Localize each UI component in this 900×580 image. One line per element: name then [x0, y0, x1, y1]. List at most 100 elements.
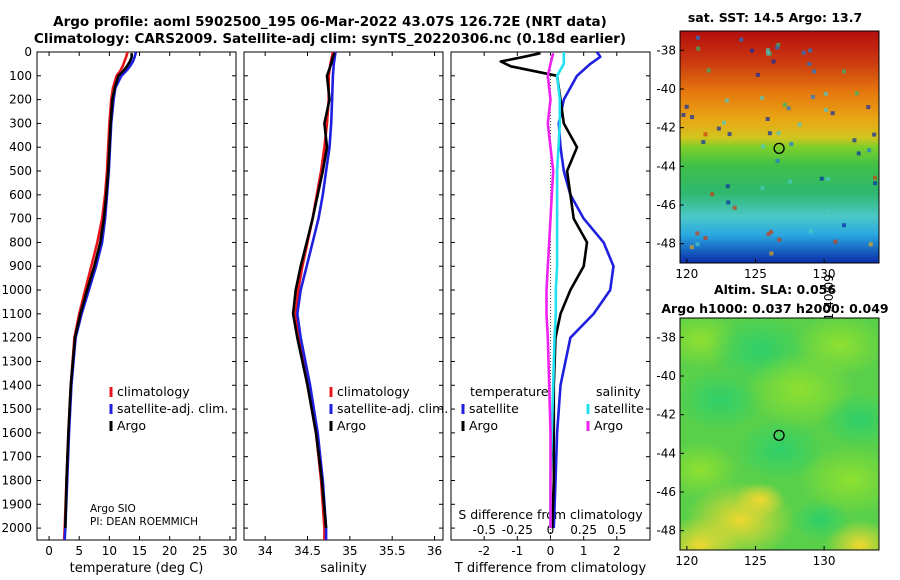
x-axis-label: temperature (deg C): [70, 561, 204, 576]
legend-label: Argo: [594, 418, 623, 433]
sst-pixel: [776, 131, 781, 136]
temperature-panel: 0100200300400500600700800900100011001200…: [1, 45, 237, 576]
x-tick-label: 2: [613, 544, 621, 558]
series-line-argo: [64, 52, 133, 529]
sla-anomaly-blob: [735, 418, 825, 482]
x-tick-label: 5: [75, 544, 83, 558]
sst-pixel: [811, 95, 815, 99]
sst-pixel: [716, 126, 721, 131]
credit-line2: PI: DEAN ROEMMICH: [90, 516, 198, 528]
sst-pixel: [755, 72, 760, 77]
sst-pixel: [807, 62, 812, 66]
y-tick-label: 0: [24, 45, 32, 59]
map-y-tick-label: -44: [656, 446, 676, 460]
sst-pixel: [767, 131, 772, 136]
top-tick-label: -0.25: [502, 523, 533, 537]
sst-pixel: [797, 122, 802, 127]
y-tick-label: 700: [9, 212, 32, 226]
x-tick-label: 34.5: [294, 544, 321, 558]
sla-anomaly-blob: [820, 392, 879, 448]
sla-anomaly-blob: [735, 482, 785, 518]
x-tick-label: 0: [547, 544, 555, 558]
y-tick-label: 1800: [1, 473, 32, 487]
series-line-satellite-adj-clim-: [295, 51, 337, 540]
sst-pixel: [867, 148, 872, 153]
sst-pixel: [689, 245, 694, 250]
y-tick-label: 1300: [1, 354, 32, 368]
top-tick-label: 0.25: [570, 523, 597, 537]
y-tick-label: 300: [9, 116, 32, 130]
map-x-tick-label: 120: [675, 267, 698, 281]
y-tick-label: 1100: [1, 307, 32, 321]
figure-title-line1: Argo profile: aoml 5902500_195 06-Mar-20…: [53, 14, 607, 30]
sst-map-panel: 120 125 130 -38 -40 -42 -44 -46 -48: [656, 30, 880, 281]
sst-pixel: [706, 68, 711, 73]
sst-pixel: [695, 242, 700, 247]
sst-pixel: [842, 69, 846, 74]
sst-pixel: [782, 102, 787, 107]
sst-pixel: [766, 51, 770, 56]
legend-label: Argo: [337, 418, 366, 433]
x-axis-label: salinity: [320, 561, 367, 576]
sla-title-line2: Argo h1000: 0.037 h2000: 0.049: [661, 301, 889, 316]
sst-pixel: [739, 37, 744, 42]
sst-pixel: [866, 105, 871, 110]
sst-pixel: [750, 48, 755, 53]
sla-map-frame: [679, 317, 880, 551]
sst-pixel: [684, 104, 689, 109]
credit-line1: Argo SIO: [90, 503, 136, 515]
x-tick-label: 20: [162, 544, 177, 558]
sst-pixel: [854, 91, 859, 96]
map-x-tick-label: 120: [675, 554, 698, 568]
sst-pixel: [760, 186, 765, 191]
sst-pixel: [852, 138, 857, 143]
legend-label: climatology: [117, 384, 190, 399]
sst-pixel: [727, 132, 732, 137]
map-x-tick-label: 125: [744, 554, 767, 568]
top-tick-label: 0: [547, 523, 555, 537]
sst-pixel: [775, 45, 780, 50]
map-y-tick-label: -44: [656, 159, 676, 173]
x-tick-label: 34: [258, 544, 273, 558]
sst-pixel: [801, 50, 806, 55]
sla-title-line1: Altim. SLA: 0.056: [713, 282, 837, 297]
sst-pixel: [825, 177, 830, 181]
sst-pixel: [819, 176, 824, 181]
legend-label: satellite-adj. clim.: [117, 401, 228, 416]
sst-pixel: [826, 209, 831, 214]
sst-pixel: [808, 48, 813, 53]
sst-pixel: [761, 144, 766, 149]
sst-pixel: [789, 142, 794, 147]
sst-pixel: [725, 184, 730, 189]
sst-pixel: [873, 181, 878, 186]
legend-title-salinity: salinity: [596, 384, 641, 399]
map-y-tick-label: -38: [656, 43, 676, 57]
legend-label: Argo: [469, 418, 498, 433]
sla-anomaly-blob: [790, 499, 850, 541]
x-tick-label: 15: [132, 544, 147, 558]
sla-map-panel: 120 125 130 -38 -40 -42 -44 -46 -48: [656, 317, 880, 568]
y-tick-label: 1900: [1, 497, 32, 511]
sst-map-frame: [679, 30, 880, 264]
sst-pixel: [823, 91, 828, 96]
sst-pixel: [856, 151, 861, 156]
sst-pixel: [690, 115, 695, 120]
y-tick-label: 200: [9, 93, 32, 107]
x-tick-label: 1: [580, 544, 588, 558]
sst-pixel: [722, 120, 726, 125]
sst-pixel: [765, 117, 770, 121]
sst-pixel: [710, 192, 715, 197]
legend-label: Argo: [117, 418, 146, 433]
sst-pixel: [695, 231, 700, 236]
legend-label: satellite-adj. clim.: [337, 401, 448, 416]
x-tick-label: 0: [45, 544, 53, 558]
sst-pixel: [681, 113, 686, 117]
map-y-tick-label: -40: [656, 369, 676, 383]
sst-pixel: [833, 239, 838, 244]
plot-frame: [243, 51, 444, 541]
sst-pixel: [786, 106, 791, 111]
legend-label: satellite: [594, 401, 644, 416]
sst-pixel: [777, 237, 782, 242]
x-tick-label: 36: [427, 544, 442, 558]
